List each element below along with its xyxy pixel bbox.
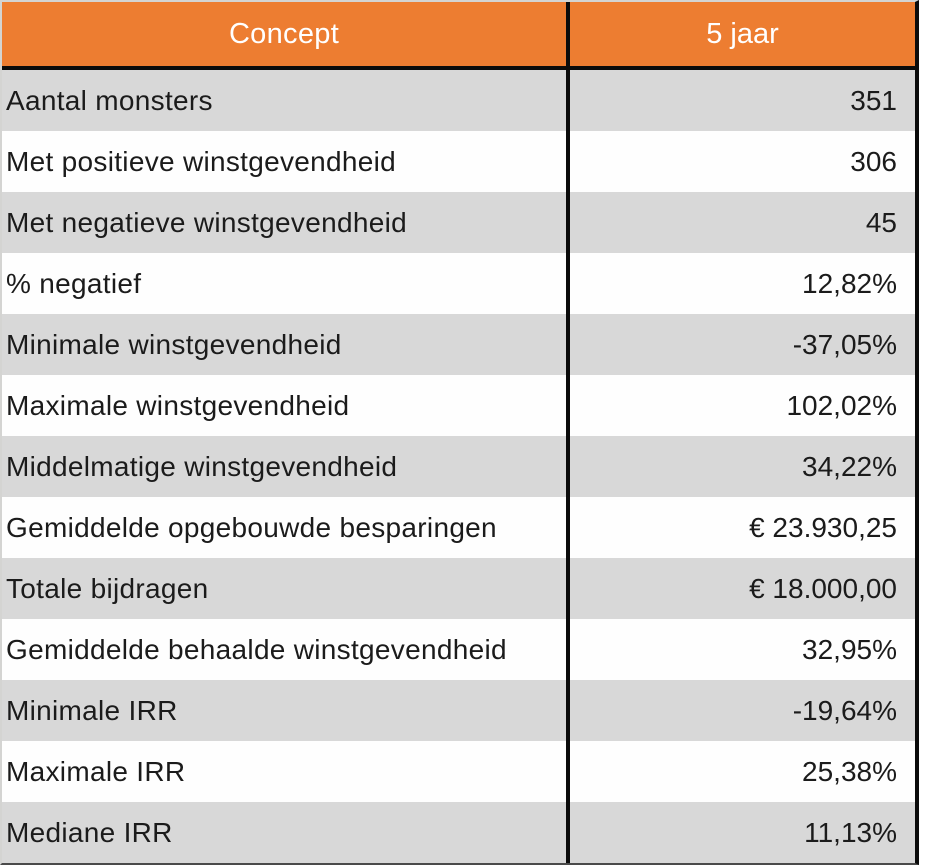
table-row: Gemiddelde behaalde winstgevendheid 32,9… (2, 619, 915, 680)
row-label: Met negatieve winstgevendheid (2, 192, 570, 253)
row-label: Minimale IRR (2, 680, 570, 741)
row-value: 25,38% (802, 755, 897, 787)
table-row: Met negatieve winstgevendheid 45 (2, 192, 915, 253)
table-row: Minimale winstgevendheid -37,05% (2, 314, 915, 375)
row-value: 12,82% (802, 267, 897, 299)
row-value: 351 (850, 84, 897, 116)
row-label: Maximale IRR (2, 741, 570, 802)
row-value: € 23.930,25 (749, 511, 897, 543)
row-label: Totale bijdragen (2, 558, 570, 619)
row-label: Minimale winstgevendheid (2, 314, 570, 375)
table-row: % negatief 12,82% (2, 253, 915, 314)
table-row: Middelmatige winstgevendheid 34,22% (2, 436, 915, 497)
row-label: Mediane IRR (2, 802, 570, 863)
table-row: Mediane IRR 11,13% (2, 802, 915, 863)
row-value: 45 (865, 206, 897, 238)
row-value: € 18.000,00 (749, 572, 897, 604)
table-body: Aantal monsters 351 Met positieve winstg… (2, 70, 915, 863)
table-row: Aantal monsters 351 (2, 70, 915, 131)
table-row: Totale bijdragen € 18.000,00 (2, 558, 915, 619)
row-value: 306 (850, 145, 897, 177)
table-row: Maximale winstgevendheid 102,02% (2, 375, 915, 436)
table-header-row: Concept 5 jaar (2, 2, 915, 70)
row-label: % negatief (2, 253, 570, 314)
row-value: -37,05% (792, 328, 897, 360)
row-value: 11,13% (804, 816, 897, 848)
row-label: Gemiddelde behaalde winstgevendheid (2, 619, 570, 680)
row-label: Maximale winstgevendheid (2, 375, 570, 436)
row-label: Aantal monsters (2, 70, 570, 131)
row-value: 34,22% (802, 450, 897, 482)
row-label: Gemiddelde opgebouwde besparingen (2, 497, 570, 558)
header-cell-period: 5 jaar (706, 17, 779, 50)
row-label: Middelmatige winstgevendheid (2, 436, 570, 497)
table-row: Gemiddelde opgebouwde besparingen € 23.9… (2, 497, 915, 558)
row-label: Met positieve winstgevendheid (2, 131, 570, 192)
table-row: Maximale IRR 25,38% (2, 741, 915, 802)
table-row: Minimale IRR -19,64% (2, 680, 915, 741)
row-value: 102,02% (786, 389, 897, 421)
row-value: -19,64% (792, 694, 897, 726)
header-cell-concept: Concept (2, 2, 570, 66)
row-value: 32,95% (802, 633, 897, 665)
table-row: Met positieve winstgevendheid 306 (2, 131, 915, 192)
